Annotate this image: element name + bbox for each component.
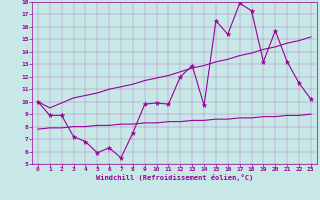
X-axis label: Windchill (Refroidissement éolien,°C): Windchill (Refroidissement éolien,°C): [96, 174, 253, 181]
